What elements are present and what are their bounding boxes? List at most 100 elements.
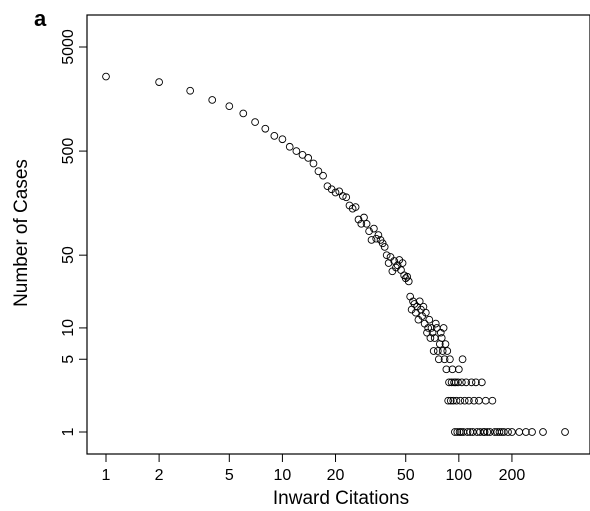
data-point	[441, 340, 450, 348]
data-point	[423, 328, 431, 337]
data-point	[458, 355, 467, 364]
data-point	[432, 324, 441, 332]
data-point	[431, 319, 440, 328]
data-point	[367, 236, 376, 244]
data-point	[442, 365, 451, 374]
data-point	[504, 428, 512, 436]
data-point	[495, 428, 504, 436]
data-point	[365, 227, 373, 236]
data-point	[480, 428, 489, 436]
x-tick-label: 20	[327, 467, 345, 484]
data-point	[425, 315, 434, 324]
data-point	[467, 378, 476, 387]
data-point	[386, 253, 395, 261]
data-point	[451, 428, 459, 436]
data-point	[331, 188, 340, 197]
data-point	[278, 135, 287, 144]
data-point	[453, 428, 462, 436]
y-tick-label: 1	[60, 427, 77, 436]
data-point	[319, 171, 327, 180]
data-point	[304, 154, 313, 162]
data-point	[460, 396, 469, 405]
data-point	[251, 118, 259, 126]
data-point	[465, 396, 473, 405]
data-point	[354, 215, 363, 224]
data-point	[292, 147, 301, 155]
data-point	[415, 297, 424, 306]
data-point	[314, 167, 323, 176]
data-point	[270, 132, 279, 140]
x-tick-label: 10	[274, 467, 292, 484]
data-point	[102, 72, 110, 81]
data-point	[497, 428, 506, 436]
data-point	[522, 428, 530, 436]
data-point	[429, 347, 438, 355]
y-tick-label: 50	[60, 246, 77, 264]
data-point	[444, 396, 453, 405]
data-point	[374, 231, 383, 239]
x-tick-label: 50	[397, 467, 415, 484]
data-point	[452, 396, 461, 405]
data-point	[446, 355, 454, 364]
data-point	[437, 334, 446, 342]
data-point	[456, 396, 465, 405]
y-tick-label: 10	[60, 319, 77, 337]
data-point	[380, 243, 389, 251]
data-point	[539, 428, 547, 436]
y-axis-label: Number of Cases	[11, 159, 32, 307]
data-point	[508, 428, 516, 436]
data-point	[433, 347, 442, 355]
data-point	[515, 428, 524, 436]
data-point	[451, 378, 460, 387]
x-tick-label: 1	[102, 467, 111, 484]
data-point	[424, 324, 432, 332]
data-point	[470, 396, 478, 405]
data-point	[225, 102, 234, 111]
data-point	[477, 378, 486, 387]
data-point	[457, 378, 466, 387]
data-point	[439, 324, 448, 332]
data-point	[378, 239, 387, 248]
data-point	[454, 378, 462, 387]
data-point	[403, 272, 412, 281]
x-tick-label: 2	[155, 467, 164, 484]
data-point	[398, 259, 407, 267]
data-point	[362, 219, 371, 228]
data-point	[462, 378, 470, 387]
data-point	[483, 428, 492, 436]
x-tick-label: 5	[225, 467, 234, 484]
data-point	[420, 319, 429, 328]
data-point	[404, 277, 413, 286]
data-point	[309, 159, 318, 168]
data-point	[370, 224, 378, 233]
data-point	[351, 203, 360, 211]
y-tick-label: 5	[60, 355, 77, 364]
data-point	[261, 124, 270, 133]
data-point	[443, 347, 452, 355]
y-tick-label: 5000	[60, 29, 77, 65]
data-point	[500, 428, 508, 436]
data-point	[357, 219, 366, 228]
data-point	[342, 193, 351, 202]
data-point	[528, 428, 536, 436]
data-points	[102, 72, 569, 436]
data-point	[338, 192, 347, 200]
data-point	[438, 347, 447, 355]
data-point	[440, 355, 449, 364]
data-point	[155, 78, 163, 86]
data-point	[285, 142, 294, 151]
data-point	[427, 324, 436, 332]
data-point	[186, 86, 195, 95]
data-point	[360, 213, 368, 222]
data-point	[486, 428, 494, 436]
data-point	[561, 428, 569, 436]
x-tick-label: 100	[445, 467, 472, 484]
panel-label: a	[34, 6, 47, 31]
y-axis: 1 5 10 50 500 5000	[60, 29, 87, 436]
data-point	[428, 328, 437, 337]
data-point	[382, 251, 391, 260]
plot-frame	[86, 14, 590, 455]
data-point	[488, 396, 497, 405]
x-tick-label: 200	[499, 467, 526, 484]
